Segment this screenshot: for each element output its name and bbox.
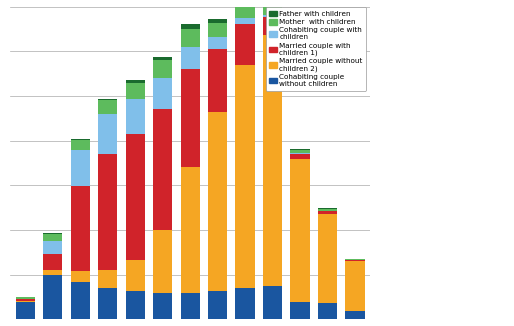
Bar: [235, 18, 255, 24]
Bar: [16, 302, 35, 319]
Bar: [153, 293, 172, 319]
Bar: [125, 99, 145, 134]
Bar: [235, 6, 255, 18]
Legend: Father with children, Mother  with children, Cohabiting couple with
children, Ma: Father with children, Mother with childr…: [266, 7, 366, 91]
Bar: [290, 153, 309, 154]
Bar: [71, 282, 90, 319]
Bar: [153, 230, 172, 293]
Bar: [290, 302, 309, 319]
Bar: [153, 78, 172, 109]
Bar: [208, 19, 227, 22]
Bar: [98, 154, 117, 270]
Bar: [263, 17, 282, 35]
Bar: [43, 234, 63, 241]
Bar: [98, 114, 117, 154]
Bar: [345, 260, 364, 261]
Bar: [180, 29, 200, 47]
Bar: [290, 150, 309, 153]
Bar: [208, 22, 227, 37]
Bar: [235, 24, 255, 65]
Bar: [263, 35, 282, 286]
Bar: [208, 112, 227, 291]
Bar: [263, 6, 282, 15]
Bar: [43, 275, 63, 319]
Bar: [153, 57, 172, 60]
Bar: [345, 311, 364, 319]
Bar: [180, 69, 200, 168]
Bar: [98, 288, 117, 319]
Bar: [16, 297, 35, 299]
Bar: [125, 82, 145, 99]
Bar: [71, 271, 90, 282]
Bar: [263, 3, 282, 6]
Bar: [16, 299, 35, 301]
Bar: [125, 134, 145, 259]
Bar: [98, 270, 117, 288]
Bar: [235, 2, 255, 6]
Bar: [71, 139, 90, 140]
Bar: [235, 288, 255, 319]
Bar: [125, 259, 145, 291]
Bar: [125, 80, 145, 82]
Bar: [180, 47, 200, 69]
Bar: [71, 151, 90, 186]
Bar: [318, 209, 337, 211]
Bar: [180, 24, 200, 29]
Bar: [180, 168, 200, 293]
Bar: [43, 254, 63, 270]
Bar: [345, 261, 364, 311]
Bar: [318, 208, 337, 209]
Bar: [153, 60, 172, 78]
Bar: [98, 99, 117, 100]
Bar: [290, 154, 309, 158]
Bar: [208, 291, 227, 319]
Bar: [98, 100, 117, 114]
Bar: [235, 65, 255, 288]
Bar: [318, 304, 337, 319]
Bar: [43, 241, 63, 254]
Bar: [71, 186, 90, 271]
Bar: [43, 270, 63, 275]
Bar: [153, 109, 172, 230]
Bar: [125, 291, 145, 319]
Bar: [263, 286, 282, 319]
Bar: [180, 293, 200, 319]
Bar: [290, 149, 309, 150]
Bar: [290, 158, 309, 302]
Bar: [71, 140, 90, 151]
Bar: [263, 15, 282, 17]
Bar: [208, 50, 227, 112]
Bar: [16, 301, 35, 302]
Bar: [318, 214, 337, 304]
Bar: [345, 259, 364, 260]
Bar: [318, 211, 337, 214]
Bar: [208, 37, 227, 50]
